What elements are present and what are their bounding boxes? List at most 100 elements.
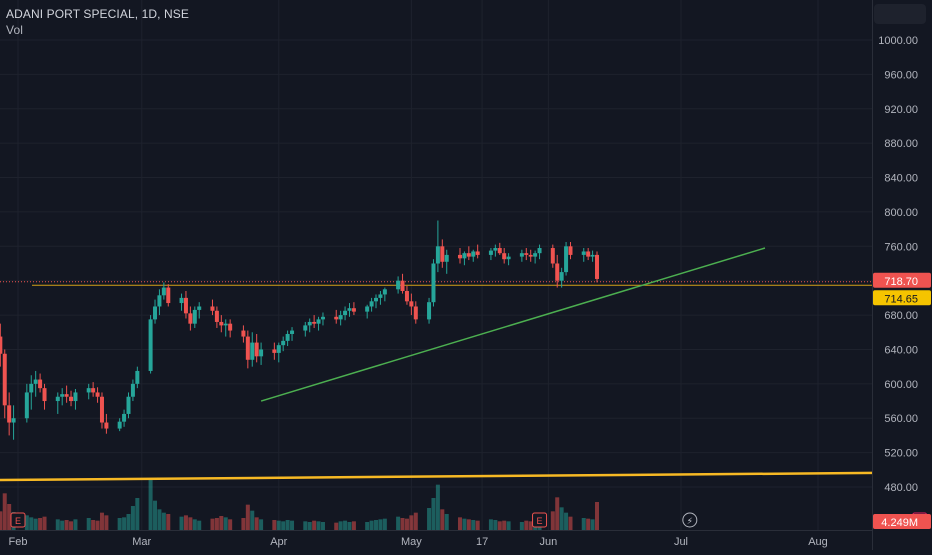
volume-bar [290,520,295,530]
candle-body [347,308,352,311]
volume-bar [409,515,414,530]
candle-body [365,306,370,312]
volume-bar [435,484,440,530]
volume-bar [559,507,564,530]
dividend-marker-circle [682,512,698,528]
candle-body [457,254,462,259]
volume-bar [135,498,140,530]
price-tick-label: 880.00 [884,138,918,150]
volume-label[interactable]: Vol [6,23,23,37]
earnings-marker[interactable]: E [10,512,26,528]
price-tick-label: 480.00 [884,482,918,494]
volume-bar [568,516,573,530]
time-tick-label: Mar [132,536,151,548]
level-price-badge: 714.65 [873,290,931,306]
volume-bar [365,522,370,530]
candle-body [250,342,255,360]
volume-bar [104,515,109,530]
volume-bar [475,520,480,530]
volume-bar [316,521,321,530]
candle-body [104,422,109,429]
candle-body [581,251,586,255]
time-tick-label: Feb [9,536,28,548]
candle-body [343,310,348,316]
volume-bar [219,516,224,530]
candle-body [99,396,104,423]
volume-bar [210,518,215,530]
symbol-title[interactable]: ADANI PORT SPECIAL, 1D, NSE [6,7,189,21]
candle-body [506,256,511,260]
candle-body [126,396,131,414]
volume-bar [303,521,308,530]
volume-bar [427,508,432,530]
volume-bar [192,519,197,530]
time-tick-label: May [401,536,422,548]
volume-bar [502,520,507,530]
time-tick-label: Apr [270,536,287,548]
volume-bar [528,521,533,530]
candle-body [91,388,96,393]
candle-body [29,383,34,393]
candle-body [276,345,281,353]
candle-body [122,413,127,422]
volume-bar [378,519,383,530]
volume-bar [374,520,379,530]
candle-body [219,321,224,326]
volume-bar [404,518,409,530]
candle-body [497,248,502,254]
chart-header: ADANI PORT SPECIAL, 1D, NSE Vol [6,6,189,38]
volume-bar [33,518,38,530]
price-tick-label: 680.00 [884,310,918,322]
candle-body [148,319,153,371]
grid [0,0,872,530]
candles [0,220,600,440]
volume-bar [91,520,96,530]
volume-bar [497,521,502,530]
candle-body [241,330,246,337]
earnings-marker-frame [532,512,548,528]
candle-body [11,418,16,423]
level-price-badge-text: 714.65 [884,293,918,305]
dividend-marker[interactable]: ⚡ [682,512,698,528]
volume-bar [73,519,78,530]
volume-bar [334,522,339,530]
time-tick-label: Jun [540,536,558,548]
volume-bar [343,520,348,530]
candle-body [285,333,290,341]
candle-body [192,309,197,324]
volume-bar [564,512,569,530]
candle-body [488,250,493,255]
drawing-lines [0,247,932,482]
earnings-marker[interactable]: E [532,512,548,528]
volume-bar [250,510,255,530]
candle-body [396,280,401,290]
price-tick-label: 520.00 [884,448,918,460]
volume-bar [86,518,91,530]
candle-body [369,301,374,307]
volume-bar [590,519,595,530]
candle-body [245,336,250,360]
volume-bar [457,517,462,530]
candle-body [404,291,409,302]
volume-bar [351,521,356,530]
volume-bar [122,517,127,530]
volume-bar [241,518,246,530]
candle-body [73,392,78,402]
volume-bar [126,514,131,530]
candle-body [413,306,418,320]
volume-bars [0,480,600,530]
candle-body [555,263,560,281]
candle-body [475,251,480,255]
candle-body [334,316,339,320]
volume-badge-bg [873,514,931,529]
volume-bar [400,518,405,530]
candle-body [378,294,383,298]
candle-body [550,248,555,264]
candle-body [400,280,405,292]
toolbar-button[interactable] [874,4,926,24]
volume-bar [42,516,47,530]
candle-body [214,310,219,322]
volume-bar [272,520,277,530]
